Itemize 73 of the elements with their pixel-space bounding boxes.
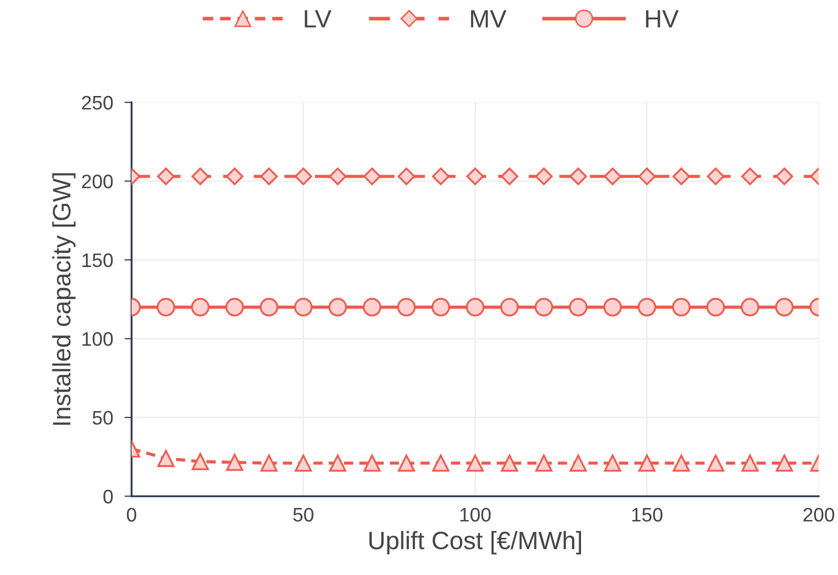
- point: [500, 168, 518, 186]
- point: [672, 454, 690, 472]
- point: [741, 454, 759, 472]
- point: [294, 168, 312, 186]
- point: [226, 168, 244, 186]
- point: [775, 298, 794, 316]
- point: [638, 168, 656, 186]
- point: [329, 454, 346, 472]
- point: [432, 168, 450, 186]
- y-tick-label: 150: [82, 253, 113, 268]
- point: [157, 168, 175, 186]
- y-tick-label: 200: [82, 174, 113, 188]
- point: [776, 168, 794, 186]
- point: [260, 298, 278, 316]
- legend-label: HV: [646, 10, 679, 28]
- point: [500, 298, 519, 316]
- y-tick-label: 100: [82, 332, 113, 346]
- point: [604, 168, 622, 186]
- point: [260, 454, 278, 472]
- point: [328, 168, 346, 186]
- point: [362, 298, 382, 316]
- point: [741, 168, 759, 186]
- legend-label: MV: [471, 10, 506, 28]
- point: [294, 454, 312, 472]
- point: [191, 298, 210, 316]
- x-tick-label: 0: [126, 508, 136, 522]
- y-tick-label: 50: [92, 410, 113, 425]
- point: [604, 454, 622, 472]
- point: [466, 298, 484, 316]
- point: [500, 454, 518, 472]
- y-tick-label: 0: [103, 490, 113, 504]
- point: [535, 454, 552, 472]
- point: [225, 298, 244, 316]
- point: [672, 298, 691, 316]
- legend-label: LV: [304, 10, 332, 28]
- x-tick-label: 50: [293, 508, 314, 522]
- point: [192, 168, 210, 186]
- point: [363, 168, 381, 186]
- y-tick-label: 250: [82, 96, 113, 110]
- point: [398, 454, 415, 472]
- point: [672, 168, 690, 186]
- point: [603, 298, 622, 316]
- point: [707, 454, 724, 472]
- point: [397, 298, 416, 316]
- point: [568, 298, 588, 316]
- point: [226, 454, 244, 471]
- point: [294, 298, 313, 316]
- point: [432, 454, 450, 472]
- y-axis-title: Installed capacity [GW]: [52, 173, 76, 425]
- point: [157, 450, 174, 467]
- x-tick-label: 100: [460, 508, 491, 522]
- point: [466, 454, 484, 472]
- point: [192, 453, 209, 470]
- point: [638, 454, 656, 472]
- x-axis-title: Uplift Cost [€/MWh]: [369, 531, 582, 554]
- point: [569, 168, 587, 186]
- point: [260, 168, 278, 186]
- x-tick-label: 150: [632, 508, 662, 522]
- point: [534, 298, 554, 316]
- point: [638, 298, 656, 316]
- point: [398, 168, 416, 186]
- point: [535, 168, 553, 186]
- point: [740, 298, 760, 316]
- point: [706, 298, 725, 316]
- point: [776, 454, 793, 472]
- point: [706, 168, 724, 186]
- point: [432, 298, 450, 316]
- point: [364, 454, 381, 472]
- point: [570, 454, 587, 472]
- point: [156, 298, 176, 316]
- point: [466, 168, 484, 186]
- x-tick-label: 200: [803, 508, 834, 522]
- point: [328, 298, 347, 316]
